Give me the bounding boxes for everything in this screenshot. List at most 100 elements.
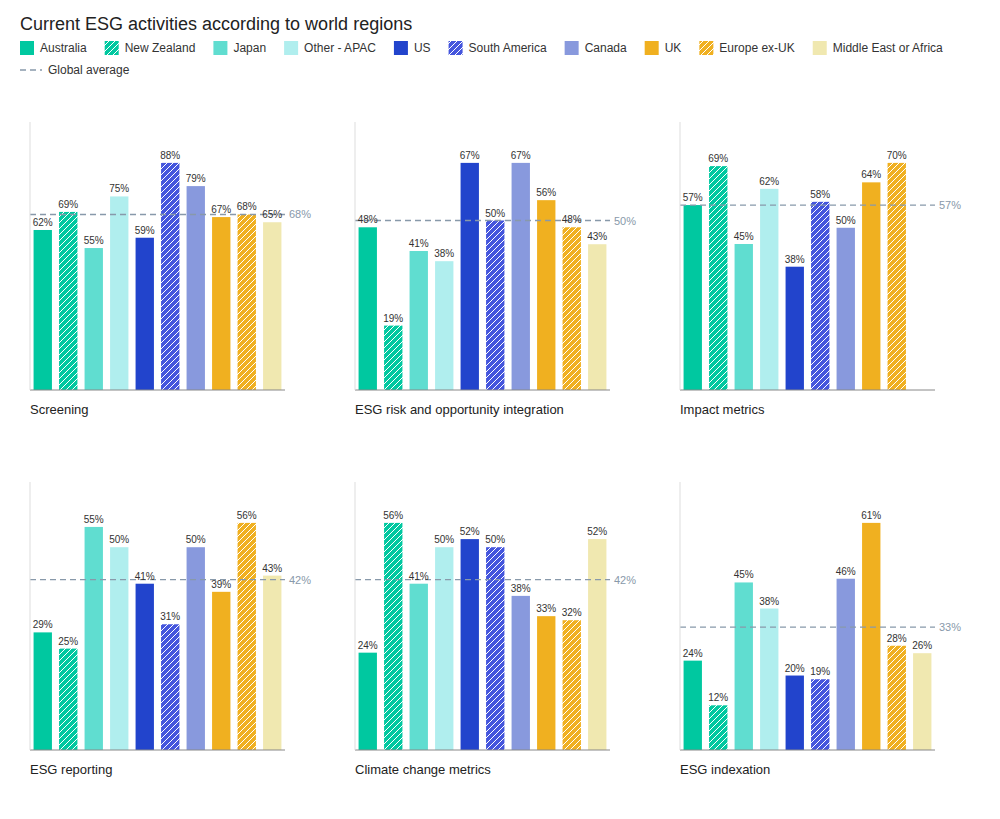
x-axis-line <box>30 390 285 391</box>
panel-title: ESG risk and opportunity integration <box>355 402 564 417</box>
panel: 29%25%55%50%41%31%50%39%56%43%42%ESG rep… <box>30 482 311 777</box>
panel: 48%19%41%38%67%50%67%56%48%43%50%ESG ris… <box>355 122 636 417</box>
global-average-label: 57% <box>939 199 961 211</box>
bar <box>811 202 829 390</box>
bar <box>263 222 281 390</box>
data-label: 24% <box>683 648 703 659</box>
legend-item: Global average <box>20 63 130 77</box>
data-label: 62% <box>33 217 53 228</box>
bar <box>811 679 829 750</box>
global-average-label: 42% <box>289 574 311 586</box>
bar <box>110 547 128 750</box>
data-label: 43% <box>587 231 607 242</box>
chart-title: Current ESG activities according to worl… <box>20 14 412 34</box>
bar <box>786 676 804 750</box>
data-label: 24% <box>358 640 378 651</box>
data-label: 26% <box>912 640 932 651</box>
bar <box>187 547 205 750</box>
data-label: 19% <box>383 313 403 324</box>
panel-title: Climate change metrics <box>355 762 491 777</box>
bar <box>709 166 727 390</box>
bar <box>435 547 453 750</box>
y-axis-line <box>30 122 31 390</box>
data-label: 67% <box>511 150 531 161</box>
panel-title: ESG reporting <box>30 762 112 777</box>
data-label: 50% <box>836 215 856 226</box>
legend-label: Middle East or Africa <box>833 41 943 55</box>
bar <box>862 182 880 390</box>
data-label: 38% <box>434 248 454 259</box>
bar <box>888 163 906 390</box>
data-label: 33% <box>536 603 556 614</box>
bar <box>760 189 778 390</box>
bars <box>34 163 282 390</box>
bar <box>461 163 479 390</box>
global-average-line <box>680 204 935 205</box>
bar <box>735 582 753 750</box>
bar <box>760 609 778 750</box>
bar <box>359 227 377 390</box>
data-label: 20% <box>785 663 805 674</box>
bars <box>684 163 906 390</box>
reference <box>30 579 285 580</box>
legend-item: Japan <box>213 41 266 55</box>
global-average-label: 50% <box>614 215 636 227</box>
data-label: 69% <box>708 153 728 164</box>
legend-label: UK <box>665 41 682 55</box>
data-label: 52% <box>587 526 607 537</box>
y-axis-line <box>355 122 356 390</box>
data-label: 45% <box>734 569 754 580</box>
legend-item: New Zealand <box>105 41 196 55</box>
bar <box>563 227 581 390</box>
bar <box>34 230 52 390</box>
legend-swatch <box>394 41 408 55</box>
data-label: 56% <box>383 510 403 521</box>
legend-item: South America <box>449 41 547 55</box>
data-label: 50% <box>109 534 129 545</box>
legend-label: Japan <box>233 41 266 55</box>
data-label: 45% <box>734 231 754 242</box>
data-label: 41% <box>409 571 429 582</box>
bar <box>212 592 230 750</box>
bars <box>359 523 607 750</box>
bar <box>238 214 256 390</box>
reference <box>680 627 935 628</box>
x-axis-line <box>30 750 285 751</box>
global-average-line <box>30 579 285 580</box>
bar <box>136 584 154 750</box>
reference <box>355 579 610 580</box>
bar <box>684 661 702 750</box>
bars <box>684 523 932 750</box>
legend-item: US <box>394 41 431 55</box>
bar <box>888 646 906 750</box>
bar <box>161 624 179 750</box>
x-axis-line <box>355 750 610 751</box>
panel: 24%56%41%50%52%50%38%33%32%52%42%Climate… <box>355 482 636 777</box>
bar <box>410 584 428 750</box>
data-label: 31% <box>160 611 180 622</box>
chart-canvas: Current ESG activities according to worl… <box>0 0 1000 819</box>
bar <box>161 163 179 390</box>
data-label: 79% <box>186 173 206 184</box>
data-label: 50% <box>186 534 206 545</box>
panel: 57%69%45%62%38%58%50%64%70%57%Impact met… <box>680 122 961 417</box>
legend-swatch <box>699 41 713 55</box>
global-average-line <box>30 214 285 215</box>
bar <box>212 217 230 390</box>
bar <box>410 251 428 390</box>
bar <box>486 547 504 750</box>
data-label: 55% <box>84 514 104 525</box>
data-label: 46% <box>836 566 856 577</box>
data-label: 41% <box>409 238 429 249</box>
legend-item: Other - APAC <box>284 41 376 55</box>
bar <box>537 200 555 390</box>
data-label: 55% <box>84 235 104 246</box>
data-label: 65% <box>262 209 282 220</box>
bar <box>913 653 931 750</box>
legend-line <box>20 69 42 71</box>
data-label: 50% <box>485 534 505 545</box>
y-axis-line <box>680 122 681 390</box>
bar <box>238 523 256 750</box>
data-label: 38% <box>785 254 805 265</box>
legend-label: Europe ex-UK <box>719 41 794 55</box>
